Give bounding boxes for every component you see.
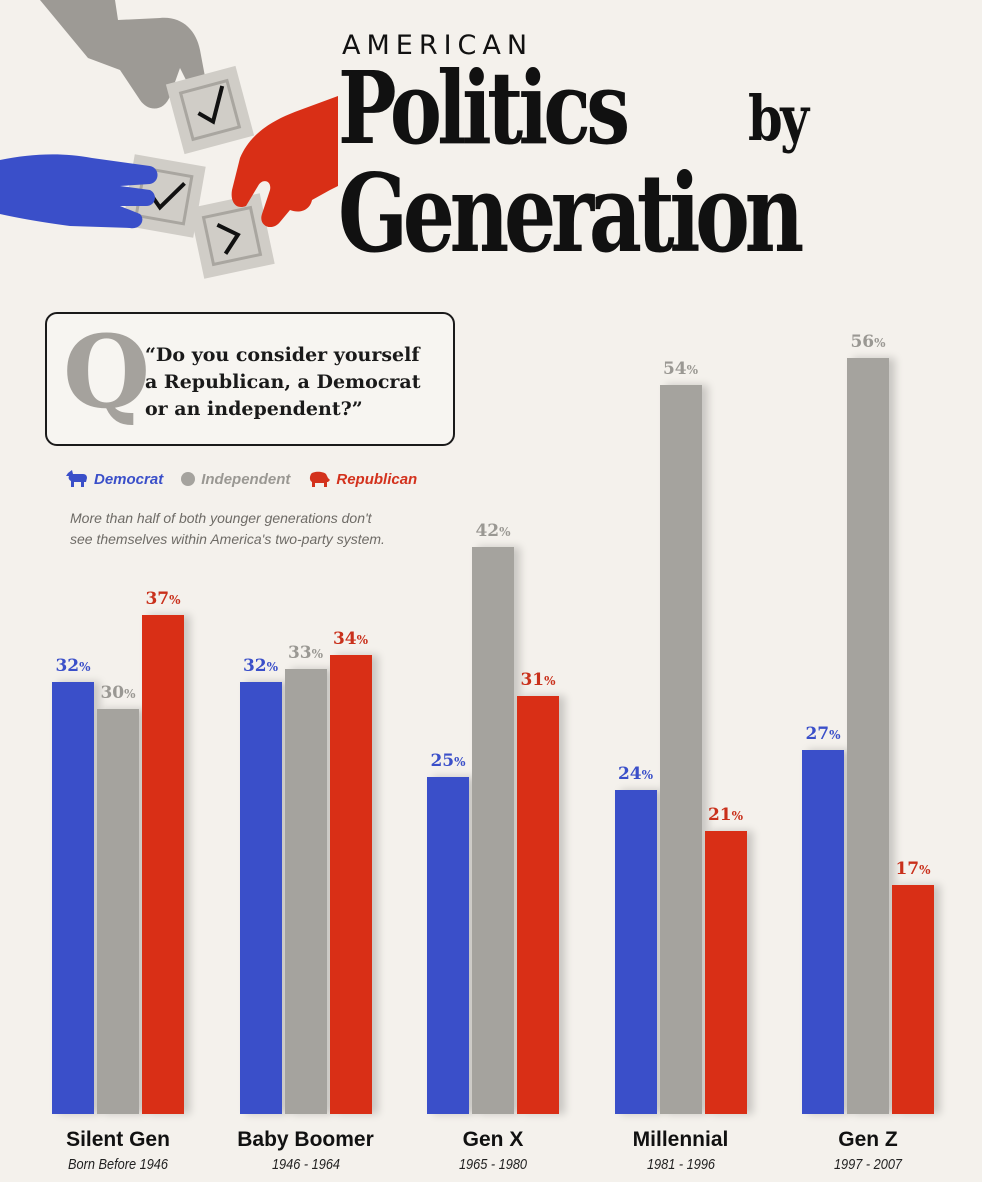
legend-independent: Independent — [181, 471, 290, 488]
note-line-2: see themselves within America's two-part… — [70, 531, 385, 547]
legend-independent-label: Independent — [201, 470, 291, 488]
category-years-0: Born Before 1946 — [68, 1156, 168, 1173]
bar-independent-4 — [847, 358, 889, 1114]
bar-democrat-2 — [427, 776, 469, 1114]
value-label-democrat-1: 32% — [231, 656, 291, 676]
value-number: 24 — [617, 764, 642, 784]
value-label-independent-0: 30% — [88, 683, 148, 703]
value-label-republican-1: 34% — [321, 629, 381, 649]
value-percent-sign: % — [829, 727, 841, 742]
value-percent-sign: % — [169, 592, 181, 607]
value-number: 31 — [520, 669, 545, 690]
bar-democrat-1 — [239, 682, 282, 1114]
ballot-illustration — [0, 0, 338, 279]
value-label-independent-2: 42% — [463, 521, 523, 541]
red-hand-icon — [231, 96, 338, 228]
ballot-top-icon — [165, 65, 255, 155]
question-text: “Do you consider yourself a Republican, … — [145, 342, 445, 423]
legend-democrat-label: Democrat — [94, 470, 164, 488]
value-percent-sign: % — [731, 808, 744, 823]
bar-republican-1 — [329, 655, 372, 1114]
value-label-democrat-3: 24% — [606, 764, 666, 784]
value-number: 34 — [332, 629, 357, 649]
bar-independent-3 — [659, 385, 702, 1114]
legend-republican: Republican — [308, 470, 417, 488]
bar-republican-4 — [892, 884, 934, 1114]
value-label-independent-4: 56% — [838, 332, 898, 352]
value-percent-sign: % — [311, 646, 324, 661]
blue-hand-icon — [0, 154, 158, 229]
donkey-icon — [66, 470, 87, 487]
category-label-2: Gen X — [462, 1128, 524, 1151]
value-percent-sign: % — [454, 754, 466, 769]
value-number: 25 — [430, 750, 455, 771]
value-label-republican-4: 17% — [883, 859, 943, 879]
category-label-3: Millennial — [632, 1128, 729, 1151]
note-line-1: More than half of both younger generatio… — [70, 510, 372, 526]
value-number: 54 — [662, 359, 687, 379]
value-number: 32 — [55, 656, 80, 676]
category-years-4: 1997 - 2007 — [833, 1156, 903, 1173]
question-line-1: “Do you consider yourself — [145, 344, 420, 366]
value-label-democrat-4: 27% — [793, 724, 853, 744]
title-kicker: AMERICAN — [342, 30, 534, 61]
bar-republican-3 — [704, 830, 747, 1114]
value-label-democrat-0: 32% — [43, 656, 103, 676]
circle-icon — [181, 472, 196, 486]
value-label-independent-3: 54% — [651, 359, 711, 379]
chart-note: More than half of both younger generatio… — [70, 508, 430, 550]
value-percent-sign: % — [544, 673, 556, 688]
value-percent-sign: % — [874, 336, 886, 350]
title-generation: Generation — [338, 151, 804, 277]
value-label-independent-1: 33% — [276, 643, 336, 663]
value-number: 32 — [242, 656, 267, 676]
value-label-democrat-2: 25% — [418, 751, 478, 771]
bar-independent-0 — [97, 709, 139, 1114]
question-line-2: a Republican, a Democrat — [145, 371, 421, 393]
value-number: 27 — [805, 723, 830, 744]
value-number: 42 — [475, 521, 500, 541]
value-percent-sign: % — [356, 633, 369, 647]
bar-republican-2 — [517, 695, 559, 1114]
legend-republican-label: Republican — [336, 470, 418, 488]
bar-independent-2 — [472, 547, 514, 1114]
value-percent-sign: % — [499, 525, 511, 539]
title-politics: Politics — [338, 49, 630, 167]
bar-democrat-3 — [614, 790, 657, 1114]
value-label-republican-0: 37% — [133, 589, 193, 609]
value-number: 30 — [100, 683, 125, 703]
value-number: 37 — [145, 588, 170, 609]
category-years-1: 1946 - 1964 — [271, 1156, 340, 1173]
legend-democrat: Democrat — [66, 470, 163, 488]
value-percent-sign: % — [919, 862, 931, 877]
question-line-3: or an independent?” — [145, 398, 363, 420]
value-percent-sign: % — [266, 660, 279, 674]
value-percent-sign: % — [686, 363, 699, 377]
value-label-republican-3: 21% — [696, 805, 756, 825]
bar-independent-1 — [284, 668, 327, 1114]
elephant-icon — [310, 471, 331, 487]
category-label-1: Baby Boomer — [237, 1128, 374, 1151]
value-percent-sign: % — [124, 687, 136, 701]
value-number: 56 — [850, 332, 875, 352]
question-mark-letter: Q — [63, 313, 151, 431]
value-number: 33 — [287, 642, 312, 663]
value-number: 17 — [895, 858, 920, 879]
bar-democrat-4 — [802, 749, 844, 1114]
legend: Democrat Independent Republican — [66, 470, 417, 488]
category-years-3: 1981 - 1996 — [646, 1156, 715, 1173]
value-number: 21 — [707, 804, 732, 825]
bar-republican-0 — [142, 614, 184, 1114]
category-years-2: 1965 - 1980 — [458, 1156, 528, 1173]
category-label-4: Gen Z — [838, 1128, 898, 1151]
category-label-0: Silent Gen — [66, 1128, 170, 1151]
ballot-bottom-icon — [189, 193, 275, 279]
value-percent-sign: % — [641, 768, 654, 782]
value-percent-sign: % — [79, 660, 91, 674]
grey-hand-icon — [40, 0, 207, 109]
bar-democrat-0 — [52, 682, 94, 1114]
question-box: Q “Do you consider yourself a Republican… — [45, 312, 455, 446]
value-label-republican-2: 31% — [508, 670, 568, 690]
title-by: by — [748, 82, 809, 155]
